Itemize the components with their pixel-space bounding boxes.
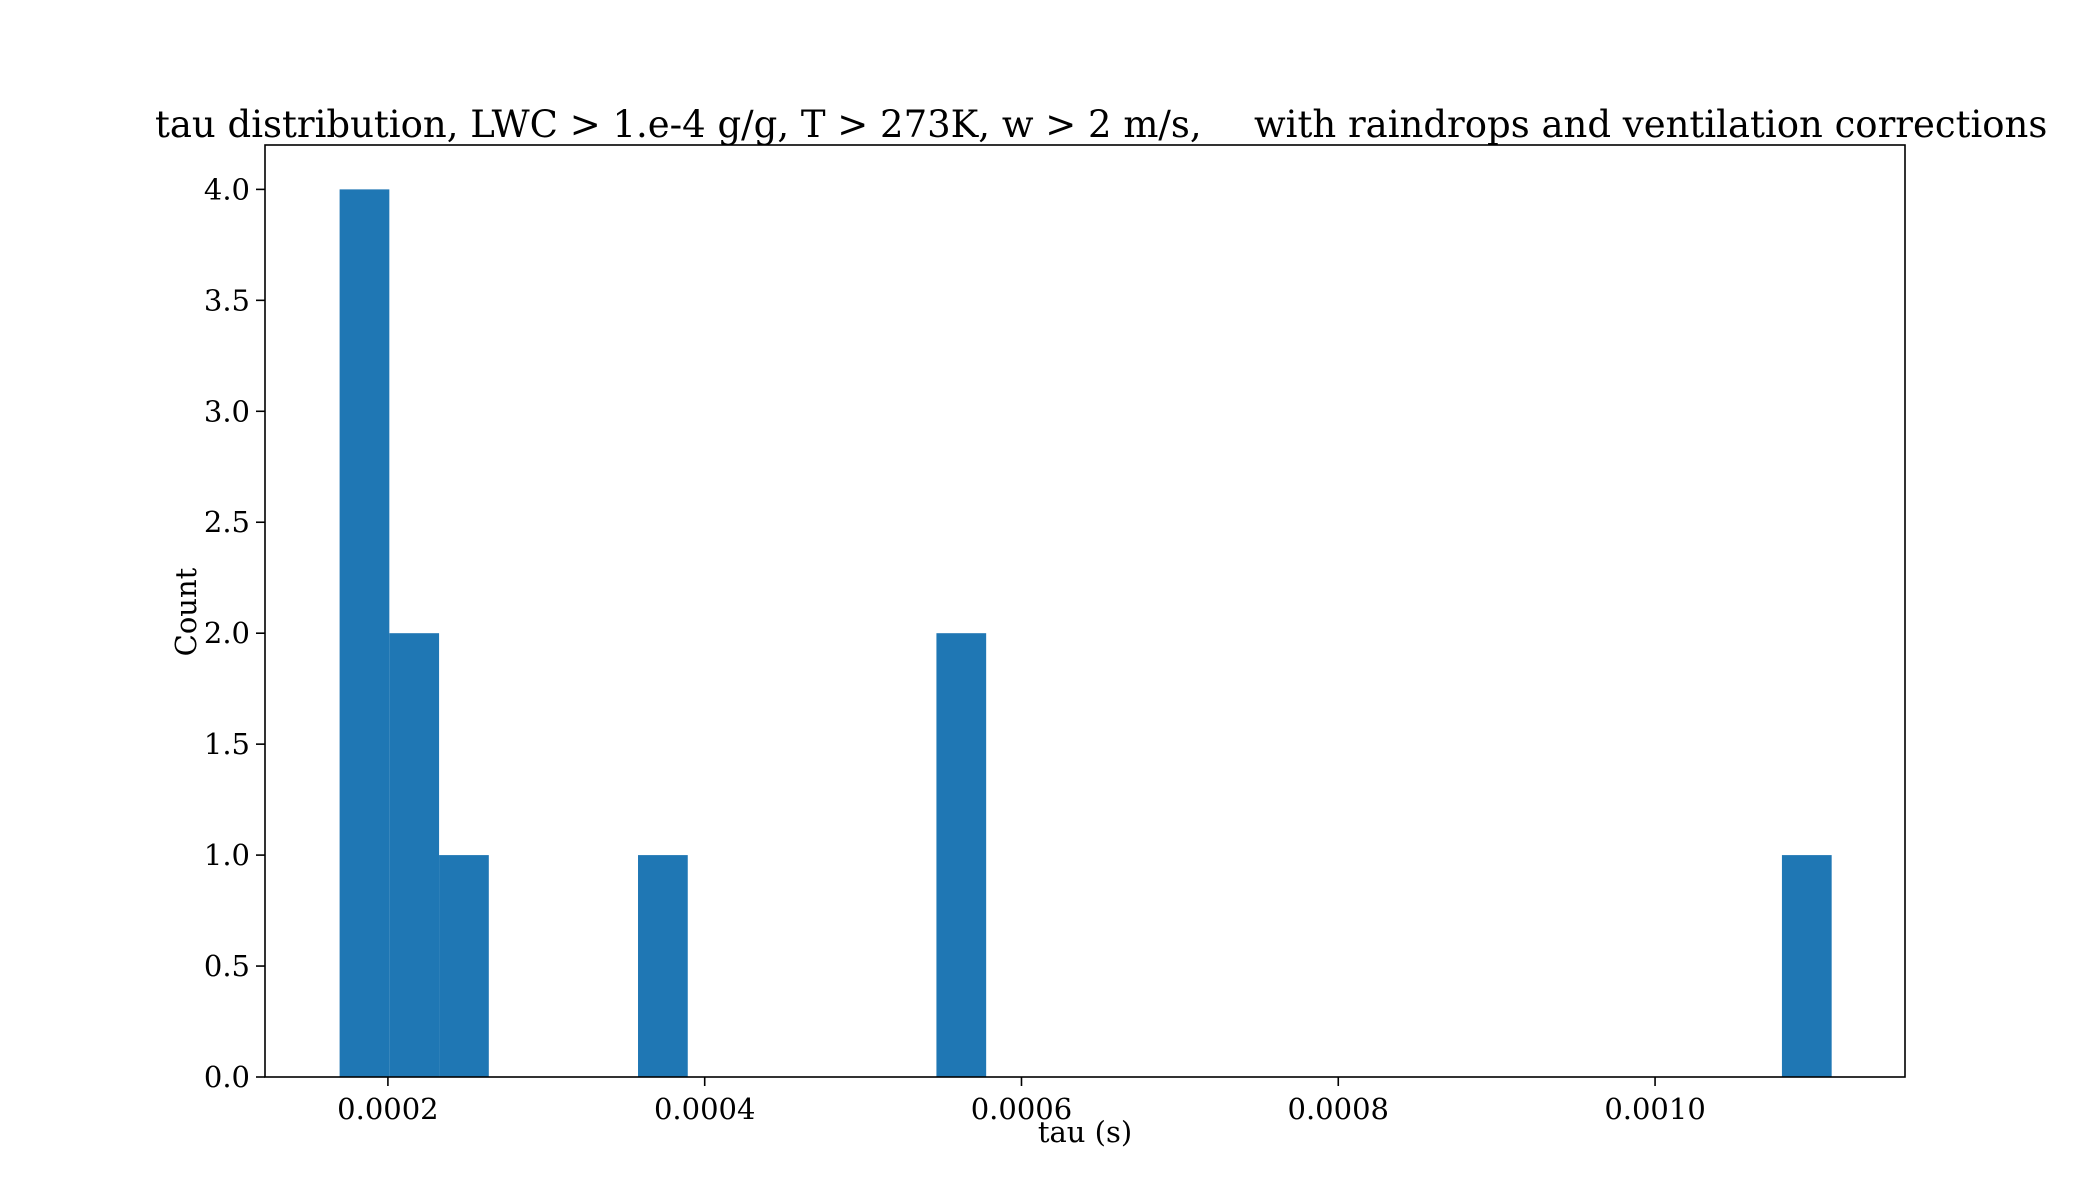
chart-title-left: tau distribution, LWC > 1.e-4 g/g, T > 2… <box>155 103 1202 146</box>
x-tick-label: 0.0004 <box>654 1092 755 1126</box>
plot-area-frame <box>264 144 1906 1078</box>
y-tick-label: 1.5 <box>204 727 250 761</box>
histogram-bar <box>439 855 489 1077</box>
x-axis-label: tau (s) <box>1038 1115 1132 1149</box>
x-tick-label: 0.0008 <box>1288 1092 1389 1126</box>
y-tick-label: 0.0 <box>204 1060 250 1094</box>
histogram-bar <box>339 189 390 1077</box>
y-axis-label: Count <box>169 567 203 656</box>
y-tick-label: 2.0 <box>204 616 250 650</box>
histogram-bar <box>638 855 688 1077</box>
x-tick-label: 0.0010 <box>1604 1092 1705 1126</box>
y-tick-label: 4.0 <box>204 172 250 206</box>
y-tick-label: 0.5 <box>204 949 250 983</box>
histogram-bars <box>339 189 1832 1077</box>
x-tick-label: 0.0006 <box>971 1092 1072 1126</box>
histogram-bar <box>389 633 440 1077</box>
x-axis-ticks: 0.0002 0.0004 0.0006 0.0008 0.0010 <box>337 1077 1706 1126</box>
chart-title-right: with raindrops and ventilation correctio… <box>1254 103 2047 146</box>
y-tick-label: 3.5 <box>204 283 250 317</box>
x-tick-label: 0.0002 <box>337 1092 438 1126</box>
y-tick-label: 1.0 <box>204 838 250 872</box>
histogram-bar <box>1781 855 1832 1077</box>
y-tick-label: 2.5 <box>204 505 250 539</box>
histogram-bar <box>936 633 987 1077</box>
y-axis-ticks: 0.0 0.5 1.0 1.5 2.0 2.5 3.0 3.5 4.0 <box>204 172 265 1094</box>
y-tick-label: 3.0 <box>204 394 250 428</box>
